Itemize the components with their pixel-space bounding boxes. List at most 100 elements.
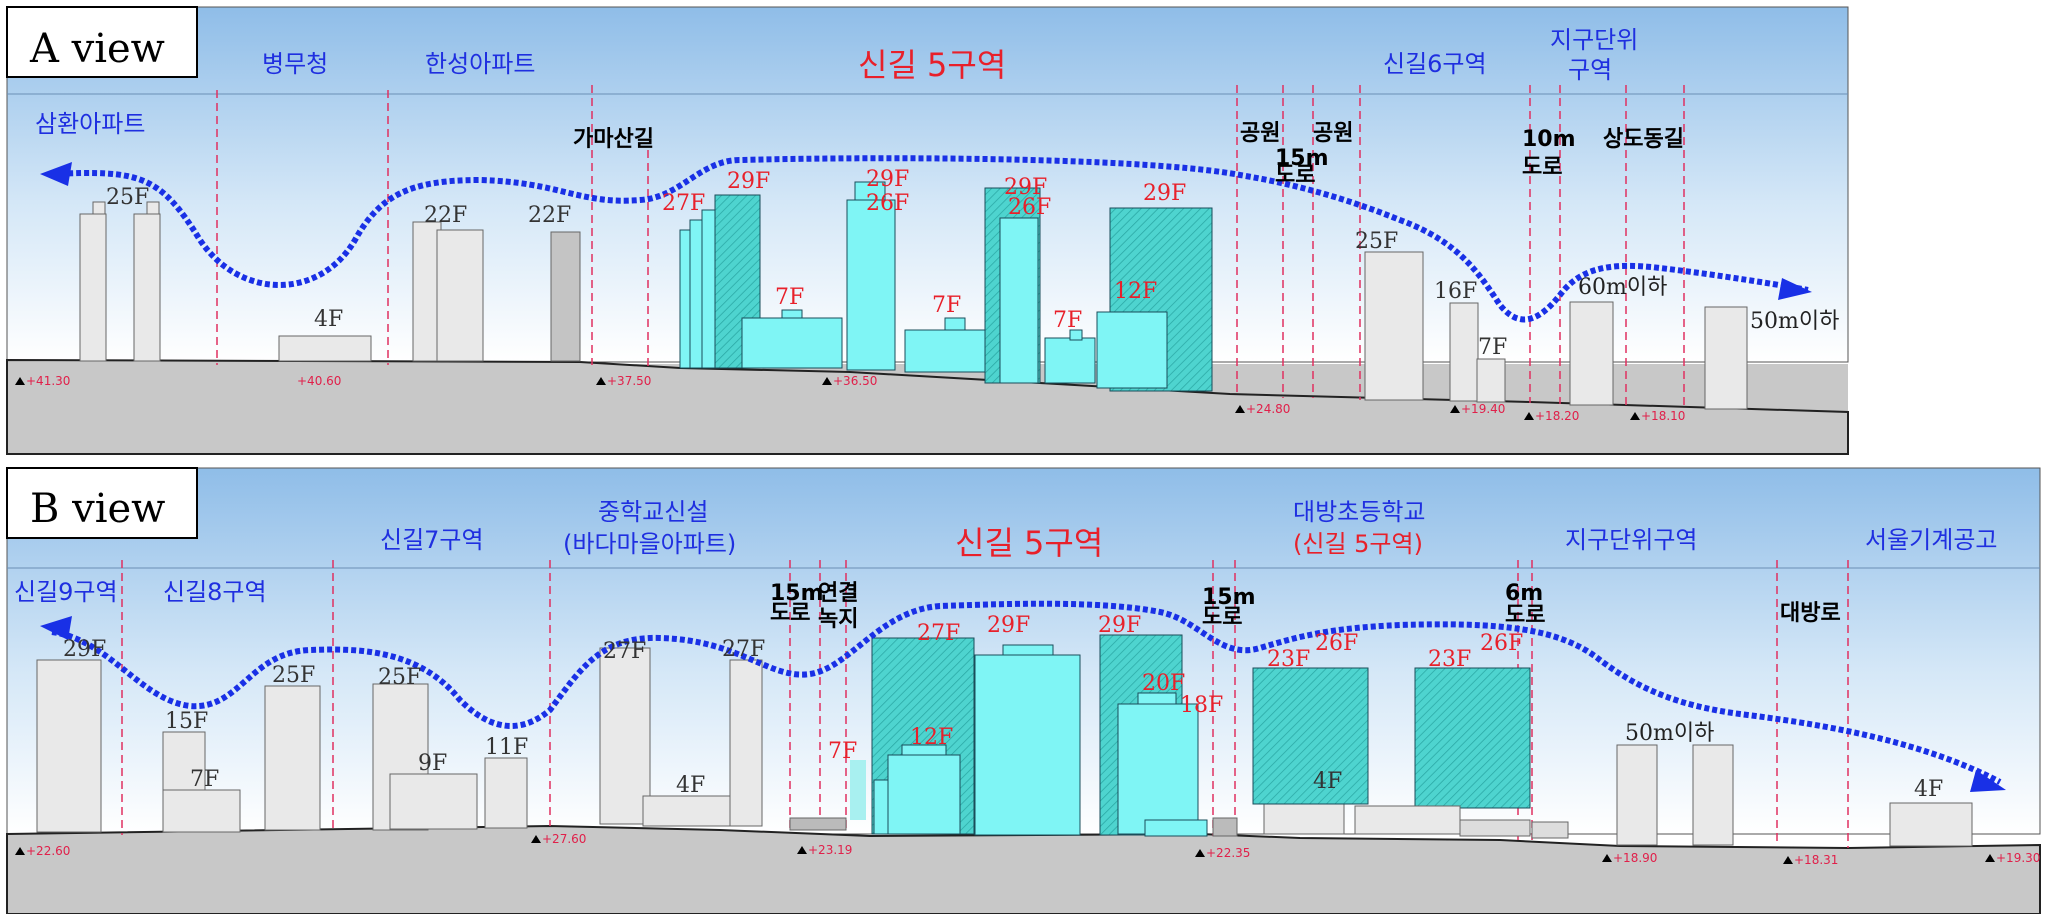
panel-a-road-15m: 15m <box>1275 146 1329 171</box>
panel-b-floor-red-29f-1: 29F <box>987 613 1030 638</box>
panel-b-floor-25f-2: 25F <box>378 665 421 690</box>
panel-a-elev-8: +18.10 <box>1641 409 1685 423</box>
panel-b-floor-red-12f: 12F <box>910 725 953 750</box>
panel-a-limit-60m: 60m이하 <box>1578 275 1667 300</box>
panel-b-zone-sinkil9: 신길9구역 <box>14 578 118 606</box>
panel-a-elev-2: +40.60 <box>297 374 341 388</box>
panel-b-floor-red-7f: 7F <box>828 739 857 764</box>
panel-a-floor-22f-2: 22F <box>528 203 571 228</box>
panel-b-elevations: +22.60 +27.60 +23.19 +22.35 +18.90 +18.3… <box>15 832 2040 867</box>
panel-b-zone-sinkil7: 신길7구역 <box>380 526 484 554</box>
panel-b-title-box <box>6 467 198 539</box>
panel-a-floor-red-7f-2: 7F <box>932 293 961 318</box>
panel-a-road-10m: 10m <box>1522 127 1576 152</box>
panel-a-floor-25f: 25F <box>106 185 149 210</box>
panel-b-floor-29f: 29F <box>63 637 106 662</box>
panel-b-road-6m: 6m <box>1505 581 1543 606</box>
panel-b-road-daebang: 대방로 <box>1780 601 1841 626</box>
panel-a-floor-red-12f: 12F <box>1114 279 1157 304</box>
panel-a-left-apt: 삼환아파트 <box>35 110 145 138</box>
panel-a-floor-red-29f-3: 29F <box>1004 175 1047 200</box>
panel-a-elev-6: +19.40 <box>1461 402 1505 416</box>
panel-b-zone-district: 지구단위구역 <box>1565 526 1697 554</box>
panel-a-skyline-arrow <box>51 155 1809 323</box>
panel-a-boundaries <box>216 85 1685 408</box>
panel-a-floor-red-29f-4: 29F <box>1143 181 1186 206</box>
panel-a-elev-7: +18.20 <box>1535 409 1579 423</box>
panel-b-school-bottom: (바다마을아파트) <box>563 530 736 558</box>
panel-b-floor-red-26f-2: 26F <box>1480 631 1523 656</box>
panel-b-floor-4f-1: 4F <box>676 773 705 798</box>
panel-a-road-15m-doro: 도로 <box>1275 163 1315 188</box>
panel-b-elem-top: 대방초등학교 <box>1293 498 1425 526</box>
panel-b-title: B view <box>30 486 165 532</box>
panel-b-zone-seoul-tech: 서울기계공고 <box>1865 526 1997 554</box>
panel-b-elem-bottom: (신길 5구역) <box>1293 530 1423 558</box>
panel-b-school-top: 중학교신설 <box>598 498 708 526</box>
panel-b-limit-50m: 50m이하 <box>1625 721 1714 746</box>
panel-b-floor-27f-1: 27F <box>603 639 646 664</box>
panel-b-floor-red-29f-2: 29F <box>1098 613 1141 638</box>
panel-b-elev-4: +22.35 <box>1206 846 1250 860</box>
panel-b-floor-11f: 11F <box>485 735 528 760</box>
panel-b-floor-7f: 7F <box>190 767 219 792</box>
panel-b-ground <box>6 824 2041 914</box>
panel-a-zone-hansung: 한성아파트 <box>425 50 535 78</box>
panel-b-road-green: 녹지 <box>818 607 858 632</box>
panel-a-cyan-buildings <box>679 181 1213 392</box>
panel-b-floor-9f: 9F <box>418 751 447 776</box>
panel-b-floor-red-18f: 18F <box>1180 693 1223 718</box>
panel-a-floor-7f-grey: 7F <box>1478 335 1507 360</box>
panel-b-elev-5: +18.90 <box>1613 851 1657 865</box>
panel-b-floor-red-27f: 27F <box>917 621 960 646</box>
panel-a-arrow-left-head <box>40 162 72 186</box>
panel-a-floor-red-7f-1: 7F <box>775 285 804 310</box>
panel-a-elev-4: +36.50 <box>833 374 877 388</box>
panel-b-elev-6: +18.31 <box>1794 853 1838 867</box>
panel-a-floor-22f-1: 22F <box>424 203 467 228</box>
panel-b-floor-red-26f-1: 26F <box>1315 631 1358 656</box>
panel-a-title: A view <box>29 26 165 72</box>
panel-b-road-6m-doro: 도로 <box>1505 603 1545 628</box>
panel-b-floor-25f-1: 25F <box>272 663 315 688</box>
panel-a-main-zone: 신길 5구역 <box>858 46 1006 84</box>
panel-a-floor-red-27f: 27F <box>662 191 705 216</box>
panel-a-road-sangdo: 상도동길 <box>1603 127 1684 152</box>
panel-a-floor-red-26f-2: 26F <box>1008 195 1051 220</box>
panel-b-boundaries <box>121 560 1849 848</box>
panel-a-floor-red-29f-2: 29F <box>866 167 909 192</box>
panel-a-zone-district-bottom: 구역 <box>1568 56 1612 84</box>
panel-b-floor-red-23f-2: 23F <box>1428 647 1471 672</box>
panel-a-title-box <box>6 6 198 78</box>
panel-a-road-10m-doro: 도로 <box>1522 155 1562 180</box>
panel-b-elev-2: +27.60 <box>542 832 586 846</box>
panel-a-floor-16f: 16F <box>1434 279 1477 304</box>
panel-b-elev-3: +23.19 <box>808 843 852 857</box>
panel-a-road-park2: 공원 <box>1313 121 1353 146</box>
panel-a-grey-buildings <box>79 201 1748 410</box>
panel-b-floor-red-23f-1: 23F <box>1267 647 1310 672</box>
panel-b-road-15m-doro: 도로 <box>770 601 810 626</box>
panel-a-zone-district-top: 지구단위 <box>1550 26 1638 54</box>
panel-a-elevations: +41.30 +40.60 +37.50 +36.50 +24.80 +19.4… <box>15 374 1685 423</box>
panel-b-arrow-right-head <box>1970 770 2006 792</box>
panel-a-elev-3: +37.50 <box>607 374 651 388</box>
panel-b-road-link: 연결 <box>818 581 858 606</box>
panel-b: B view <box>6 467 2041 914</box>
panel-b-skyline-arrow <box>51 600 2002 785</box>
panel-b-arrow-left-head <box>40 616 72 640</box>
panel-a-floor-red-29f-1: 29F <box>727 169 770 194</box>
panel-a-elev-1: +41.30 <box>26 374 70 388</box>
panel-b-zone-sinkil8: 신길8구역 <box>163 578 267 606</box>
panel-a-sky <box>6 6 1849 363</box>
panel-a-zone-byungmucheong: 병무청 <box>262 50 328 78</box>
panel-a-limit-50m: 50m이하 <box>1750 309 1839 334</box>
panel-a-zone-sinkil6: 신길6구역 <box>1383 50 1487 78</box>
panel-a-road-gamasan: 가마산길 <box>573 127 654 152</box>
panel-b-elev-1: +22.60 <box>26 844 70 858</box>
panel-a: A view <box>6 6 1849 455</box>
panel-b-floor-27f-2: 27F <box>722 637 765 662</box>
panel-b-cyan-buildings <box>850 634 1531 837</box>
panel-a-elev-5: +24.80 <box>1246 402 1290 416</box>
